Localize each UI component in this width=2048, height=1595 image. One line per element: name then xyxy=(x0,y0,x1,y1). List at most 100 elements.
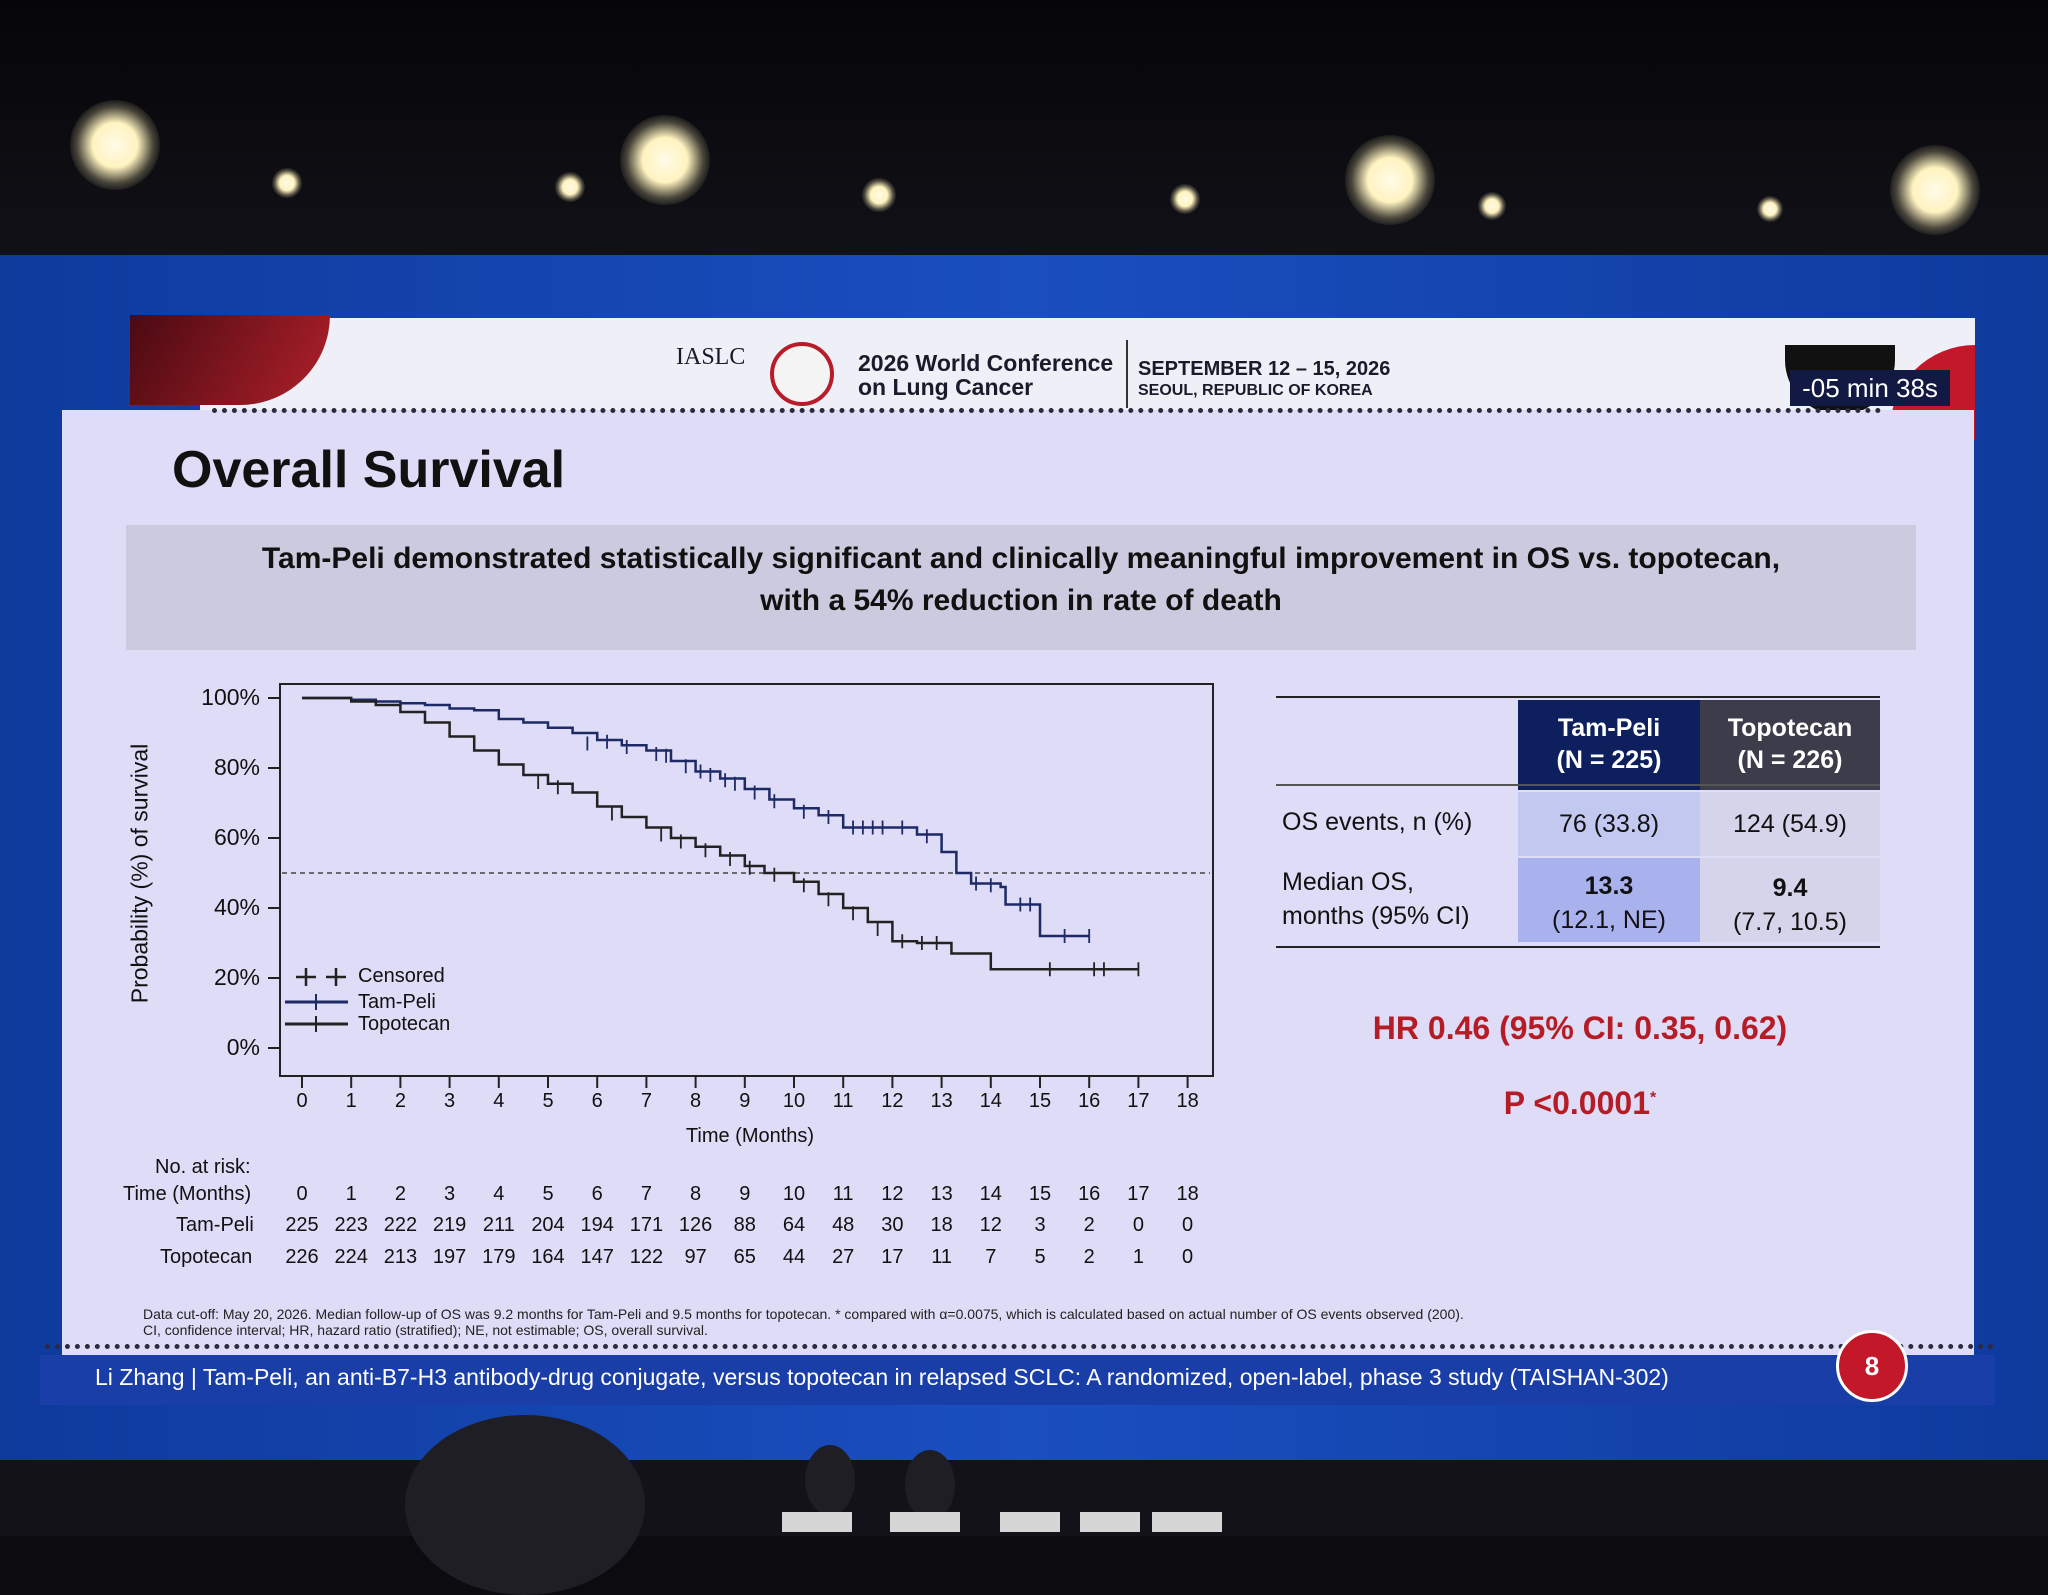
x-tick-label: 13 xyxy=(930,1090,953,1112)
at-risk-count: 122 xyxy=(629,1246,664,1268)
presenter-bar xyxy=(40,1355,1995,1405)
at-risk-count: 27 xyxy=(832,1246,855,1268)
tam-row2-cell xyxy=(1518,858,1700,942)
at-risk-topo-label: Topotecan xyxy=(160,1246,253,1268)
panelist xyxy=(905,1450,955,1520)
x-tick-label: 8 xyxy=(690,1090,702,1112)
stage-light xyxy=(70,100,160,190)
panel-namecard xyxy=(1080,1512,1140,1532)
stage-light xyxy=(1345,135,1435,225)
panel-namecard xyxy=(782,1512,852,1532)
legend-tam-label: Tam-Peli xyxy=(358,991,436,1013)
table-header-rule xyxy=(1276,784,1880,786)
p-value: P <0.0001* xyxy=(1270,1085,1890,1122)
x-tick-label: 4 xyxy=(493,1090,505,1112)
at-risk-count: 17 xyxy=(881,1246,904,1268)
key-message-text: Tam-Peli demonstrated statistically sign… xyxy=(126,538,1916,622)
at-risk-count: 18 xyxy=(930,1214,953,1236)
stage-light xyxy=(1757,196,1783,222)
table-top-rule xyxy=(1276,696,1880,698)
x-tick-label: 17 xyxy=(1127,1090,1150,1112)
topo-header-line1: Topotecan xyxy=(1727,714,1853,742)
km-line-topotecan xyxy=(302,696,1139,971)
at-risk-count: 12 xyxy=(979,1214,1002,1236)
x-tick-label: 2 xyxy=(394,1090,406,1112)
conference-name-line2: on Lung Cancer xyxy=(858,374,1034,400)
stage-light xyxy=(555,172,585,202)
at-risk-time: 4 xyxy=(493,1183,505,1205)
at-risk-count: 48 xyxy=(832,1214,855,1236)
topo-header-cell xyxy=(1700,700,1880,790)
footnote-line2: CI, confidence interval; HR, hazard rati… xyxy=(143,1322,708,1338)
x-axis-label: Time (Months) xyxy=(685,1125,815,1147)
header-dotted-rule xyxy=(212,408,1882,413)
at-risk-count: 0 xyxy=(1132,1214,1144,1236)
at-risk-count: 225 xyxy=(285,1214,319,1236)
x-tick-label: 6 xyxy=(591,1090,603,1112)
at-risk-time: 11 xyxy=(832,1183,854,1205)
at-risk-count: 0 xyxy=(1182,1246,1194,1268)
slide-title: Overall Survival xyxy=(172,441,566,499)
y-tick-label: 40% xyxy=(213,894,260,920)
at-risk-count: 204 xyxy=(531,1214,565,1236)
at-risk-count: 197 xyxy=(432,1246,467,1268)
at-risk-count: 65 xyxy=(733,1246,756,1268)
at-risk-time: 8 xyxy=(690,1183,702,1205)
at-risk-count: 219 xyxy=(432,1214,467,1236)
topo-row2-cell xyxy=(1700,858,1880,942)
at-risk-count: 171 xyxy=(629,1214,664,1236)
at-risk-time: 10 xyxy=(782,1183,806,1205)
topo-header-line2: (N = 226) xyxy=(1737,746,1843,774)
at-risk-count: 147 xyxy=(580,1246,614,1268)
x-tick-label: 10 xyxy=(782,1090,806,1112)
footnote-line1: Data cut-off: May 20, 2026. Median follo… xyxy=(143,1306,1464,1322)
at-risk-count: 1 xyxy=(1132,1246,1144,1268)
x-tick-label: 1 xyxy=(345,1090,357,1112)
x-tick-label: 15 xyxy=(1028,1090,1052,1112)
at-risk-time: 0 xyxy=(296,1183,308,1205)
stage-light xyxy=(1478,192,1506,220)
hazard-ratio: HR 0.46 (95% CI: 0.35, 0.62) xyxy=(1372,1010,1788,1046)
at-risk-time: 9 xyxy=(739,1183,751,1205)
plot-frame xyxy=(279,683,1214,1077)
key-message-line1: Tam-Peli demonstrated statistically sign… xyxy=(261,542,1781,575)
at-risk-count: 223 xyxy=(334,1214,368,1236)
x-tick-label: 9 xyxy=(739,1090,751,1112)
x-tick-label: 0 xyxy=(296,1090,308,1112)
panelist xyxy=(805,1445,855,1515)
at-risk-count: 11 xyxy=(931,1246,952,1268)
at-risk-count: 194 xyxy=(580,1214,614,1236)
row2-topo-median: 9.4 xyxy=(1772,874,1808,902)
p-value-text: P <0.0001 xyxy=(1503,1085,1650,1121)
at-risk-time: 2 xyxy=(394,1183,406,1205)
panel-namecard xyxy=(1000,1512,1060,1532)
at-risk-time: 16 xyxy=(1078,1183,1101,1205)
at-risk-count: 226 xyxy=(285,1246,319,1268)
row2-label-line1: Median OS, xyxy=(1282,868,1415,896)
at-risk-count: 30 xyxy=(881,1214,904,1236)
at-risk-count: 3 xyxy=(1034,1214,1046,1236)
stage-light xyxy=(620,115,710,205)
at-risk-count: 7 xyxy=(985,1246,997,1268)
stage-light xyxy=(1890,145,1980,235)
at-risk-time: 13 xyxy=(930,1183,953,1205)
km-survival-chart xyxy=(268,683,1214,1088)
row1-tam-value: 76 (33.8) xyxy=(1558,810,1660,838)
conference-name-line1: 2026 World Conference xyxy=(858,350,1114,376)
panel-namecard xyxy=(890,1512,960,1532)
x-tick-label: 12 xyxy=(881,1090,904,1112)
km-line-tam-peli xyxy=(302,696,1090,938)
org-logo-text: IASLC xyxy=(676,344,746,370)
footer-dotted-rule xyxy=(45,1344,1995,1349)
at-risk-count: 0 xyxy=(1182,1214,1194,1236)
conference-seal xyxy=(770,342,834,406)
at-risk-count: 97 xyxy=(684,1246,707,1268)
at-risk-count: 2 xyxy=(1083,1214,1095,1236)
legend-topo-label: Topotecan xyxy=(358,1013,451,1035)
conference-date: SEPTEMBER 12 – 15, 2026 xyxy=(1138,358,1391,380)
at-risk-title: No. at risk: xyxy=(155,1156,251,1178)
x-tick-label: 11 xyxy=(832,1090,854,1112)
key-message-line2: with a 54% reduction in rate of death xyxy=(760,584,1282,617)
stage-light xyxy=(1170,184,1200,214)
x-tick-label: 3 xyxy=(444,1090,456,1112)
